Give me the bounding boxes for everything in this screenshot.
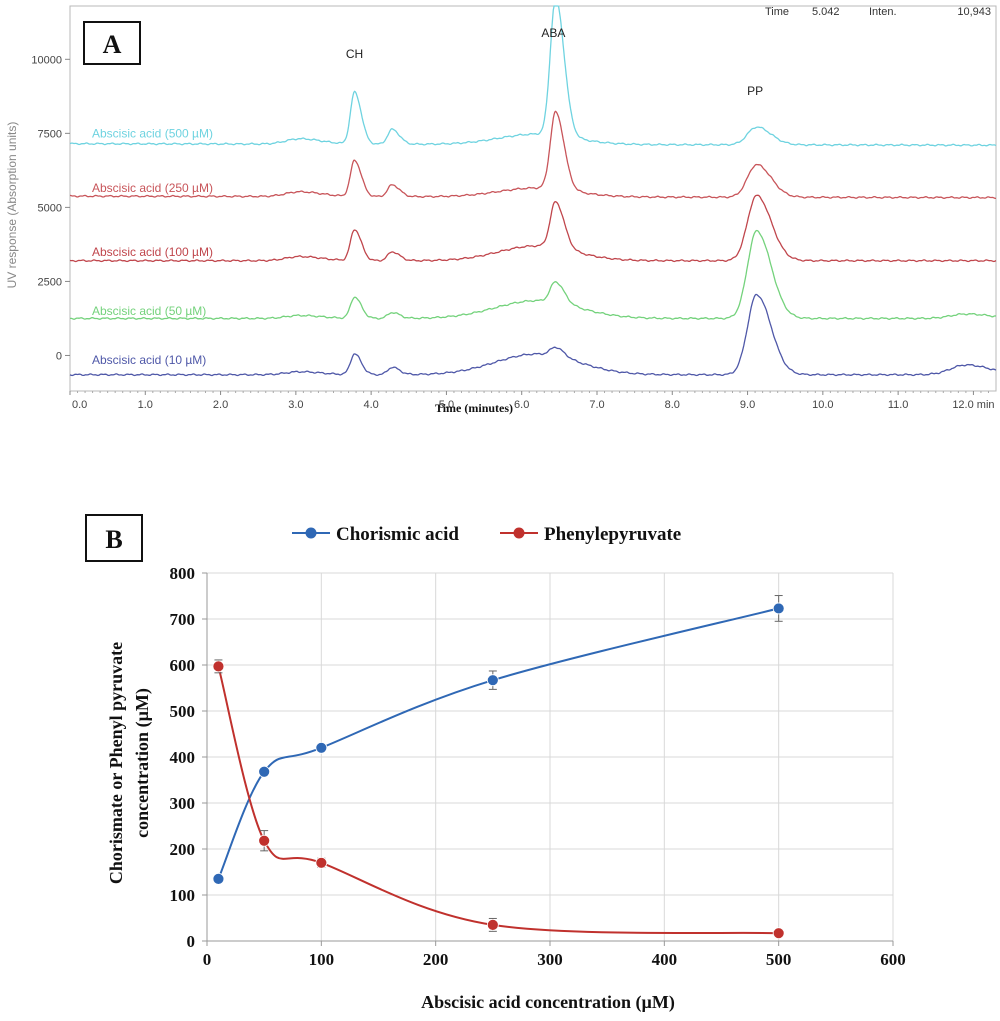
chromatogram-x-ticks: 0.0 1.0 2.0 3.0 4.0 5.0 6.0 7.0 8.0 9.0 10.0 11.0 12… — [69, 391, 995, 411]
chromatogram-x-tick-label: 7.0 — [589, 399, 604, 411]
phenylpyruvate-point — [258, 834, 271, 847]
panel-a-label: A — [103, 30, 122, 59]
concentration-panel: B Chorismic acid Phenylepyruvate 0 100 200 3… — [85, 514, 906, 1013]
chorismic-acid-point — [772, 602, 785, 615]
concentration-gridlines — [207, 572, 894, 941]
concentration-y-tick-label: 400 — [170, 748, 196, 767]
chromatogram-y-ticks: 0 2500 5000 7500 10000 — [31, 54, 70, 362]
chromatogram-x-axis-title: Time (minutes) — [435, 401, 513, 415]
chromatogram-peak-label: ABA — [541, 26, 565, 40]
phenylpyruvate-point — [315, 856, 328, 869]
phenylpyruvate-point — [772, 927, 785, 940]
concentration-x-tick-label: 600 — [880, 950, 906, 969]
chorismic-acid-legend-label: Chorismic acid — [336, 524, 459, 545]
chromatogram-x-tick-label: 12.0 min — [952, 399, 994, 411]
readout-inten-value: 10,943 — [957, 6, 991, 18]
chromatogram-traces — [69, 5, 997, 377]
concentration-x-axis-title: Abscisic acid concentration (µM) — [421, 992, 675, 1013]
concentration-y-tick-label: 0 — [187, 932, 196, 951]
phenylpyruvate-point — [486, 919, 499, 931]
readout-time-label: Time — [765, 6, 789, 18]
chromatogram-x-tick-label: 4.0 — [363, 399, 378, 411]
chromatogram-y-tick-label: 10000 — [31, 54, 62, 66]
concentration-x-tick-label: 200 — [423, 950, 449, 969]
concentration-x-tick-label: 100 — [309, 950, 335, 969]
chromatogram-x-tick-label: 8.0 — [665, 399, 680, 411]
concentration-legend: Chorismic acid Phenylepyruvate — [292, 524, 681, 545]
panel-a-label-box — [83, 21, 141, 65]
chorismic-acid-point — [258, 765, 271, 778]
chromatogram-x-tick-label: 5.0 — [439, 399, 454, 411]
phenylpyruvate-legend-label: Phenylepyruvate — [544, 524, 681, 545]
chromatogram-y-tick-label: 5000 — [38, 202, 62, 214]
chromatogram-x-tick-label: 0.0 — [72, 399, 87, 411]
chromatogram-x-tick-label: 11.0 — [888, 399, 909, 411]
chromatogram-x-tick-label: 3.0 — [288, 399, 303, 411]
chromatogram-trace-line — [70, 229, 997, 320]
panel-b-label: B — [105, 525, 122, 554]
concentration-series — [212, 595, 785, 940]
concentration-y-tick-label: 200 — [170, 840, 196, 859]
chromatogram-trace-line — [69, 5, 997, 147]
concentration-y-axis-title-line2: concentration (µM) — [132, 688, 153, 838]
concentration-y-tick-label: 300 — [170, 794, 196, 813]
chromatogram-trace-label: Abscisic acid (10 µM) — [92, 353, 206, 367]
phenylpyruvate-line — [217, 666, 779, 935]
chromatogram-peak-labels: CH ABA PP — [346, 26, 763, 98]
concentration-y-tick-label: 600 — [170, 656, 196, 675]
chromatogram-x-tick-label: 9.0 — [740, 399, 755, 411]
chorismic-acid-point — [486, 674, 499, 687]
concentration-y-axis-title-line1: Chorismate or Phenyl pyruvate — [106, 642, 126, 884]
chromatogram-y-axis-title: UV response (Absorption units) — [5, 122, 19, 289]
concentration-y-ticks: 0 100 200 300 400 500 600 700 800 — [170, 564, 207, 951]
chromatogram-y-tick-label: 0 — [56, 350, 62, 362]
chromatogram-y-tick-label: 7500 — [38, 128, 62, 140]
concentration-x-tick-label: 500 — [766, 950, 792, 969]
chromatogram-trace-line — [69, 293, 997, 377]
concentration-x-tick-label: 0 — [203, 950, 212, 969]
readout-inten-label: Inten. — [869, 6, 897, 18]
phenylpyruvate-point — [212, 660, 225, 673]
concentration-x-tick-label: 400 — [652, 950, 678, 969]
concentration-y-tick-label: 800 — [170, 564, 196, 583]
chorismic-acid-line — [217, 607, 779, 880]
chromatogram-trace-line — [69, 110, 996, 200]
chorismic-acid-legend-marker — [305, 527, 317, 539]
readout-time-value: 5.042 — [812, 6, 840, 18]
chromatogram-peak-label: PP — [747, 84, 763, 98]
chromatogram-trace-line — [69, 194, 997, 263]
concentration-y-tick-label: 500 — [170, 702, 196, 721]
phenylpyruvate-legend-marker — [513, 527, 525, 539]
chromatogram-panel: 0 2500 5000 7500 10000 0.0 1.0 2.0 3.0 4.0 5.0 6.0… — [5, 5, 997, 415]
concentration-y-tick-label: 700 — [170, 610, 196, 629]
chromatogram-trace-labels: Abscisic acid (500 µM) Abscisic acid (250… — [92, 126, 213, 367]
concentration-y-tick-label: 100 — [170, 886, 196, 905]
chromatogram-x-tick-label: 2.0 — [213, 399, 228, 411]
chromatogram-trace-label: Abscisic acid (500 µM) — [92, 126, 213, 140]
chromatogram-peak-label: CH — [346, 47, 363, 61]
chromatogram-x-tick-label: 1.0 — [138, 399, 153, 411]
panel-b-label-box — [85, 514, 143, 562]
chromatogram-y-tick-label: 2500 — [38, 276, 62, 288]
chorismic-acid-point — [315, 741, 328, 754]
chromatogram-trace-label: Abscisic acid (250 µM) — [92, 181, 213, 195]
chromatogram-x-tick-label: 10.0 — [812, 399, 833, 411]
chromatogram-trace-label: Abscisic acid (50 µM) — [92, 304, 206, 318]
chromatogram-x-tick-label: 6.0 — [514, 399, 529, 411]
concentration-x-ticks: 0 100 200 300 400 500 600 — [203, 941, 906, 969]
chromatogram-trace-label: Abscisic acid (100 µM) — [92, 245, 213, 259]
chorismic-acid-point — [212, 873, 225, 885]
concentration-x-tick-label: 300 — [537, 950, 563, 969]
